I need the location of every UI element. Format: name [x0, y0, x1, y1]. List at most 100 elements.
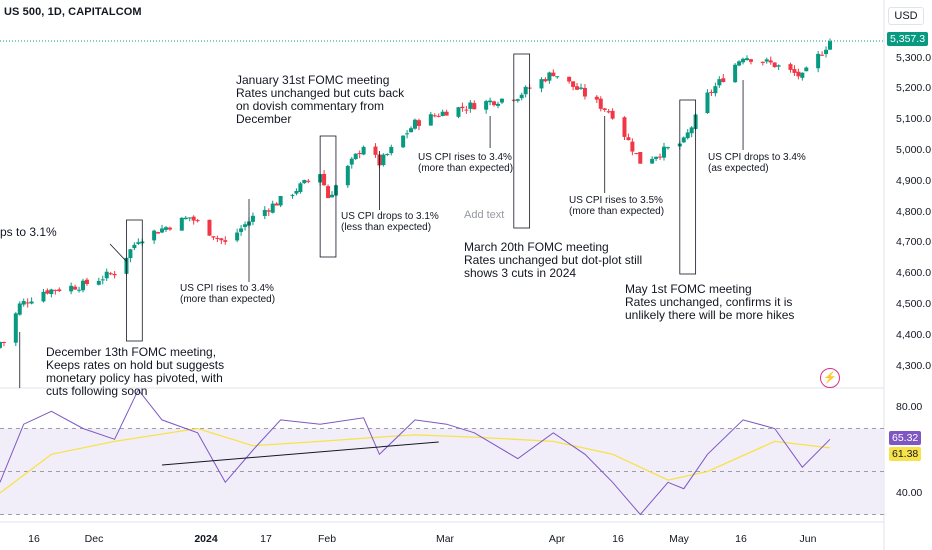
candle-body	[760, 61, 765, 63]
candle-body	[440, 111, 445, 116]
time-tick: May	[669, 533, 689, 545]
candle-body	[665, 147, 670, 149]
candle-body	[306, 180, 311, 182]
candle-body	[416, 120, 421, 126]
rsi-line	[0, 388, 831, 516]
time-tick: 16	[735, 533, 747, 545]
candle-body	[57, 289, 62, 292]
price-tick: 4,800.0	[896, 206, 932, 218]
candle-body	[270, 203, 275, 213]
candle-body	[768, 60, 773, 63]
candle-body	[345, 165, 350, 186]
currency-selector[interactable]: USD	[888, 7, 924, 25]
annotation-may-fomc: May 1st FOMC meeting Rates unchanged, con…	[625, 282, 795, 322]
candle-body	[428, 114, 433, 126]
candle-body	[792, 69, 797, 73]
candle-body	[167, 227, 172, 230]
candle-body	[53, 289, 58, 291]
candle-body	[705, 92, 710, 114]
mar-fomc-box	[513, 53, 531, 229]
candle-body	[606, 111, 611, 113]
candle-body	[349, 158, 354, 165]
candle-body	[800, 72, 805, 78]
candle-body	[405, 133, 410, 135]
candle-body	[630, 141, 635, 152]
candle-body	[828, 41, 832, 50]
price-tick: 5,200.0	[896, 82, 932, 94]
candle-body	[0, 341, 2, 348]
price-tick: 4,300.0	[896, 360, 932, 372]
candle-body	[764, 59, 769, 62]
candle-body	[17, 303, 22, 315]
candle-body	[21, 301, 26, 305]
candle-body	[274, 203, 279, 206]
candle-body	[816, 53, 821, 69]
candle-body	[13, 313, 18, 343]
candle-body	[689, 127, 694, 134]
price-tick: 4,700.0	[896, 236, 932, 248]
candle-body	[796, 71, 801, 77]
candle-body	[49, 289, 54, 295]
time-tick: 2024	[194, 533, 218, 545]
candle-body	[460, 106, 465, 109]
candle-body	[302, 180, 307, 184]
candle-body	[745, 58, 749, 61]
price-tick: 4,500.0	[896, 298, 932, 310]
candle-body	[353, 153, 358, 159]
candle-body	[626, 137, 631, 141]
candle-body	[499, 98, 504, 103]
candle-body	[77, 289, 82, 291]
time-tick: 16	[28, 533, 40, 545]
candle-body	[69, 285, 74, 292]
candle-body	[456, 107, 461, 117]
candle-body	[136, 242, 141, 244]
candle-body	[444, 111, 449, 116]
candle-body	[582, 87, 587, 97]
price-tick: 4,400.0	[896, 329, 932, 341]
rsi-tick: 40.00	[896, 487, 923, 499]
candle-body	[262, 209, 267, 216]
candle-body	[733, 64, 738, 83]
candle-body	[598, 98, 603, 109]
candle-body	[195, 220, 200, 222]
dec-fomc-box	[126, 219, 143, 342]
candle-body	[84, 279, 89, 284]
candle-body	[772, 62, 777, 68]
candle-body	[515, 99, 520, 101]
candle-body	[112, 273, 117, 276]
time-tick: Apr	[548, 533, 566, 545]
annotation-cpi-jan: US CPI drops to 3.1% (less than expected)	[341, 211, 439, 233]
add-text-placeholder[interactable]: Add text	[464, 209, 505, 221]
candle-body	[128, 249, 133, 259]
time-tick: 16	[612, 533, 624, 545]
annotation-mar-fomc: March 20th FOMC meeting Rates unchanged b…	[464, 240, 643, 280]
jan-fomc-box	[319, 135, 337, 258]
candle-body	[436, 115, 441, 117]
rsi-ma-line	[0, 427, 831, 494]
candle-body	[326, 186, 331, 199]
time-tick: Jun	[799, 533, 817, 545]
price-tick: 5,000.0	[896, 144, 932, 156]
annotation-cpi-dec: US CPI rises to 3.4% (more than expected)	[180, 283, 276, 305]
candle-body	[81, 280, 85, 291]
candle-body	[389, 146, 394, 154]
candle-body	[156, 232, 161, 234]
rsi-tick: 80.00	[896, 401, 923, 413]
candle-body	[432, 115, 437, 117]
candle-body	[183, 217, 188, 220]
candle-body	[496, 103, 500, 106]
candle-body	[45, 290, 50, 294]
annotation-jan-fomc: January 31st FOMC meeting Rates unchanged…	[236, 73, 405, 126]
lightning-icon[interactable]: ⚡	[820, 368, 840, 388]
candle-body	[243, 224, 248, 227]
candle-body	[250, 215, 255, 222]
annotation-dec-fomc: December 13th FOMC meeting, Keeps rates o…	[46, 345, 225, 398]
candle-body	[25, 302, 30, 304]
candle-body	[650, 158, 655, 164]
candle-body	[622, 117, 627, 137]
dec-fomc-pointer	[109, 243, 128, 263]
candle-body	[547, 72, 552, 81]
candle-body	[235, 232, 240, 241]
candle-body	[381, 154, 386, 166]
